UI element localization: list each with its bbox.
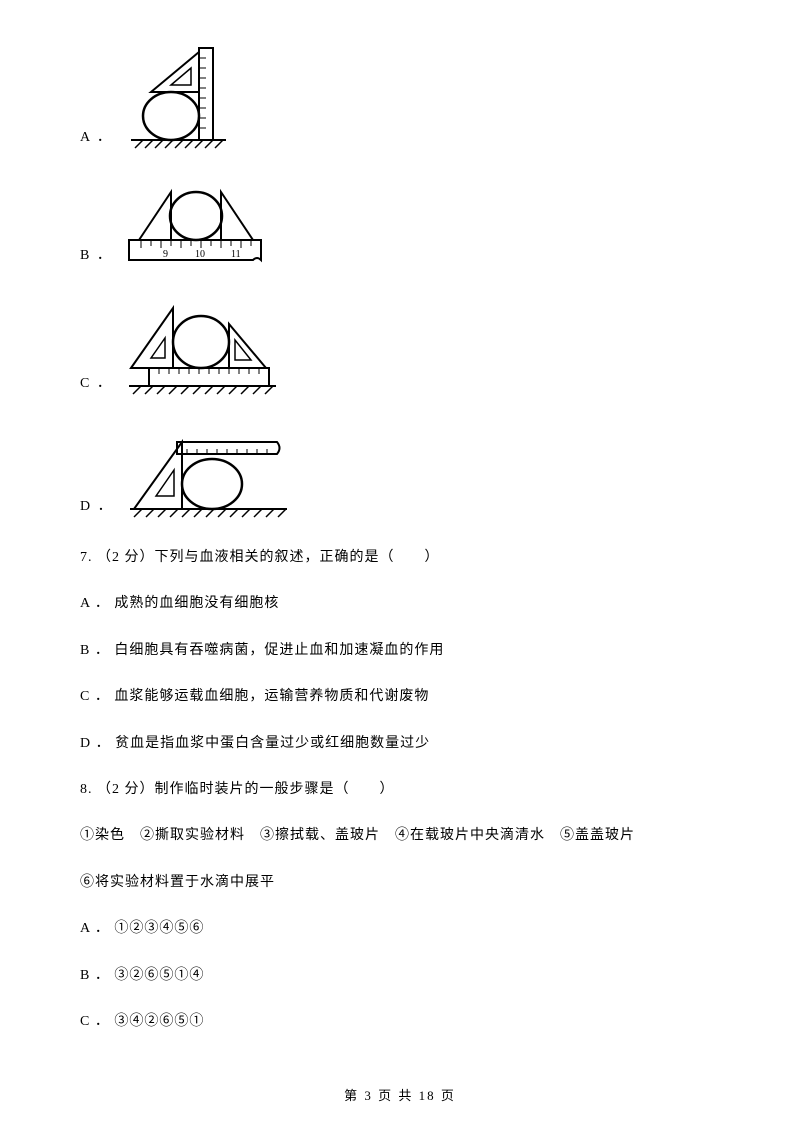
svg-text:10: 10: [195, 249, 205, 260]
q6-option-b[interactable]: B ． 9 10 11: [80, 178, 720, 268]
figure-d: [122, 424, 292, 519]
q6-option-c[interactable]: C ．: [80, 296, 720, 396]
page-footer: 第 3 页 共 18 页: [0, 1085, 800, 1104]
q8-steps: ①染色 ②撕取实验材料 ③擦拭载、盖玻片 ④在载玻片中央滴清水 ⑤盖盖玻片: [80, 825, 720, 847]
q7-option-d[interactable]: D ． 贫血是指血浆中蛋白含量过少或红细胞数量过少: [80, 733, 720, 755]
q8-option-a[interactable]: A ． ①②③④⑤⑥: [80, 918, 720, 940]
svg-text:11: 11: [231, 249, 241, 260]
q7-option-b[interactable]: B ． 白细胞具有吞噬病菌，促进止血和加速凝血的作用: [80, 640, 720, 662]
figure-a: [121, 40, 231, 150]
option-label-b: B ．: [80, 244, 113, 268]
figure-b: 9 10 11: [121, 178, 271, 268]
q8-stem: 8. （2 分）制作临时装片的一般步骤是（ ）: [80, 779, 720, 801]
q7-option-a[interactable]: A ． 成熟的血细胞没有细胞核: [80, 593, 720, 615]
q8-step6: ⑥将实验材料置于水滴中展平: [80, 872, 720, 894]
svg-text:9: 9: [163, 249, 168, 260]
option-label-c: C ．: [80, 372, 113, 396]
q6-option-d[interactable]: D ．: [80, 424, 720, 519]
q8-option-c[interactable]: C ． ③④②⑥⑤①: [80, 1011, 720, 1033]
q6-option-a[interactable]: A ．: [80, 40, 720, 150]
figure-c: [121, 296, 281, 396]
q7-option-c[interactable]: C ． 血浆能够运载血细胞，运输营养物质和代谢废物: [80, 686, 720, 708]
q7-stem: 7. （2 分）下列与血液相关的叙述，正确的是（ ）: [80, 547, 720, 569]
option-label-d: D ．: [80, 495, 114, 519]
option-label-a: A ．: [80, 126, 113, 150]
q8-option-b[interactable]: B ． ③②⑥⑤①④: [80, 965, 720, 987]
